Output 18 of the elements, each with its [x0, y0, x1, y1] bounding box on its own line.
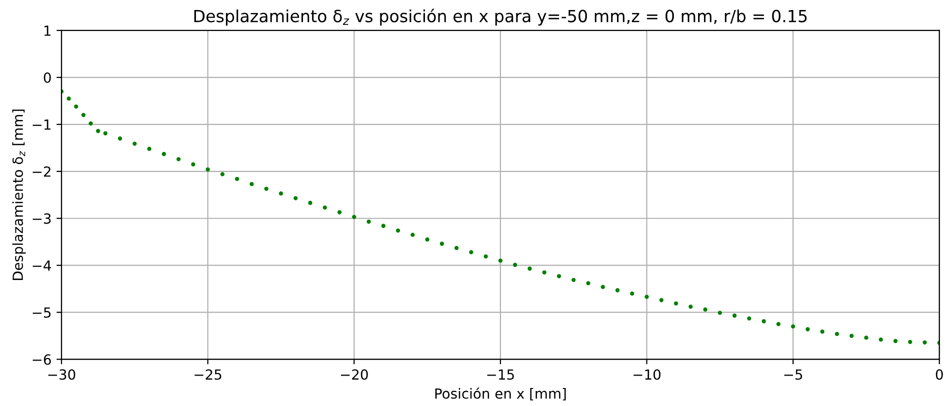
- y-tick-label: −4: [32, 260, 51, 271]
- y-tick-label: −1: [32, 120, 50, 130]
- y-tick-label: −3: [32, 213, 51, 224]
- y-tick-label: −6: [32, 354, 51, 365]
- x-tick-label: −30: [48, 369, 76, 380]
- x-tick-label: −5: [784, 369, 802, 380]
- x-axis-title: Posición en x [mm]: [435, 387, 566, 400]
- chart-title: Desplazamiento δ$_{z}$ vs posición en x para y=-50 mm,z = 0 mm, r/b = 0.15: [194, 8, 807, 26]
- x-tick-label: −10: [634, 369, 660, 380]
- y-tick-label: −5: [32, 307, 51, 318]
- y-tick-label: 1: [44, 26, 50, 36]
- x-tick-label: −15: [487, 369, 514, 380]
- y-tick-label: 0: [44, 72, 51, 83]
- x-tick-label: −25: [194, 369, 222, 380]
- x-tick-label: −20: [340, 369, 368, 380]
- y-axis-title: Desplazamiento δ$_{z}$ [mm]: [12, 110, 26, 280]
- x-tick-label: 0: [936, 369, 943, 380]
- y-tick-label: −2: [32, 166, 50, 177]
